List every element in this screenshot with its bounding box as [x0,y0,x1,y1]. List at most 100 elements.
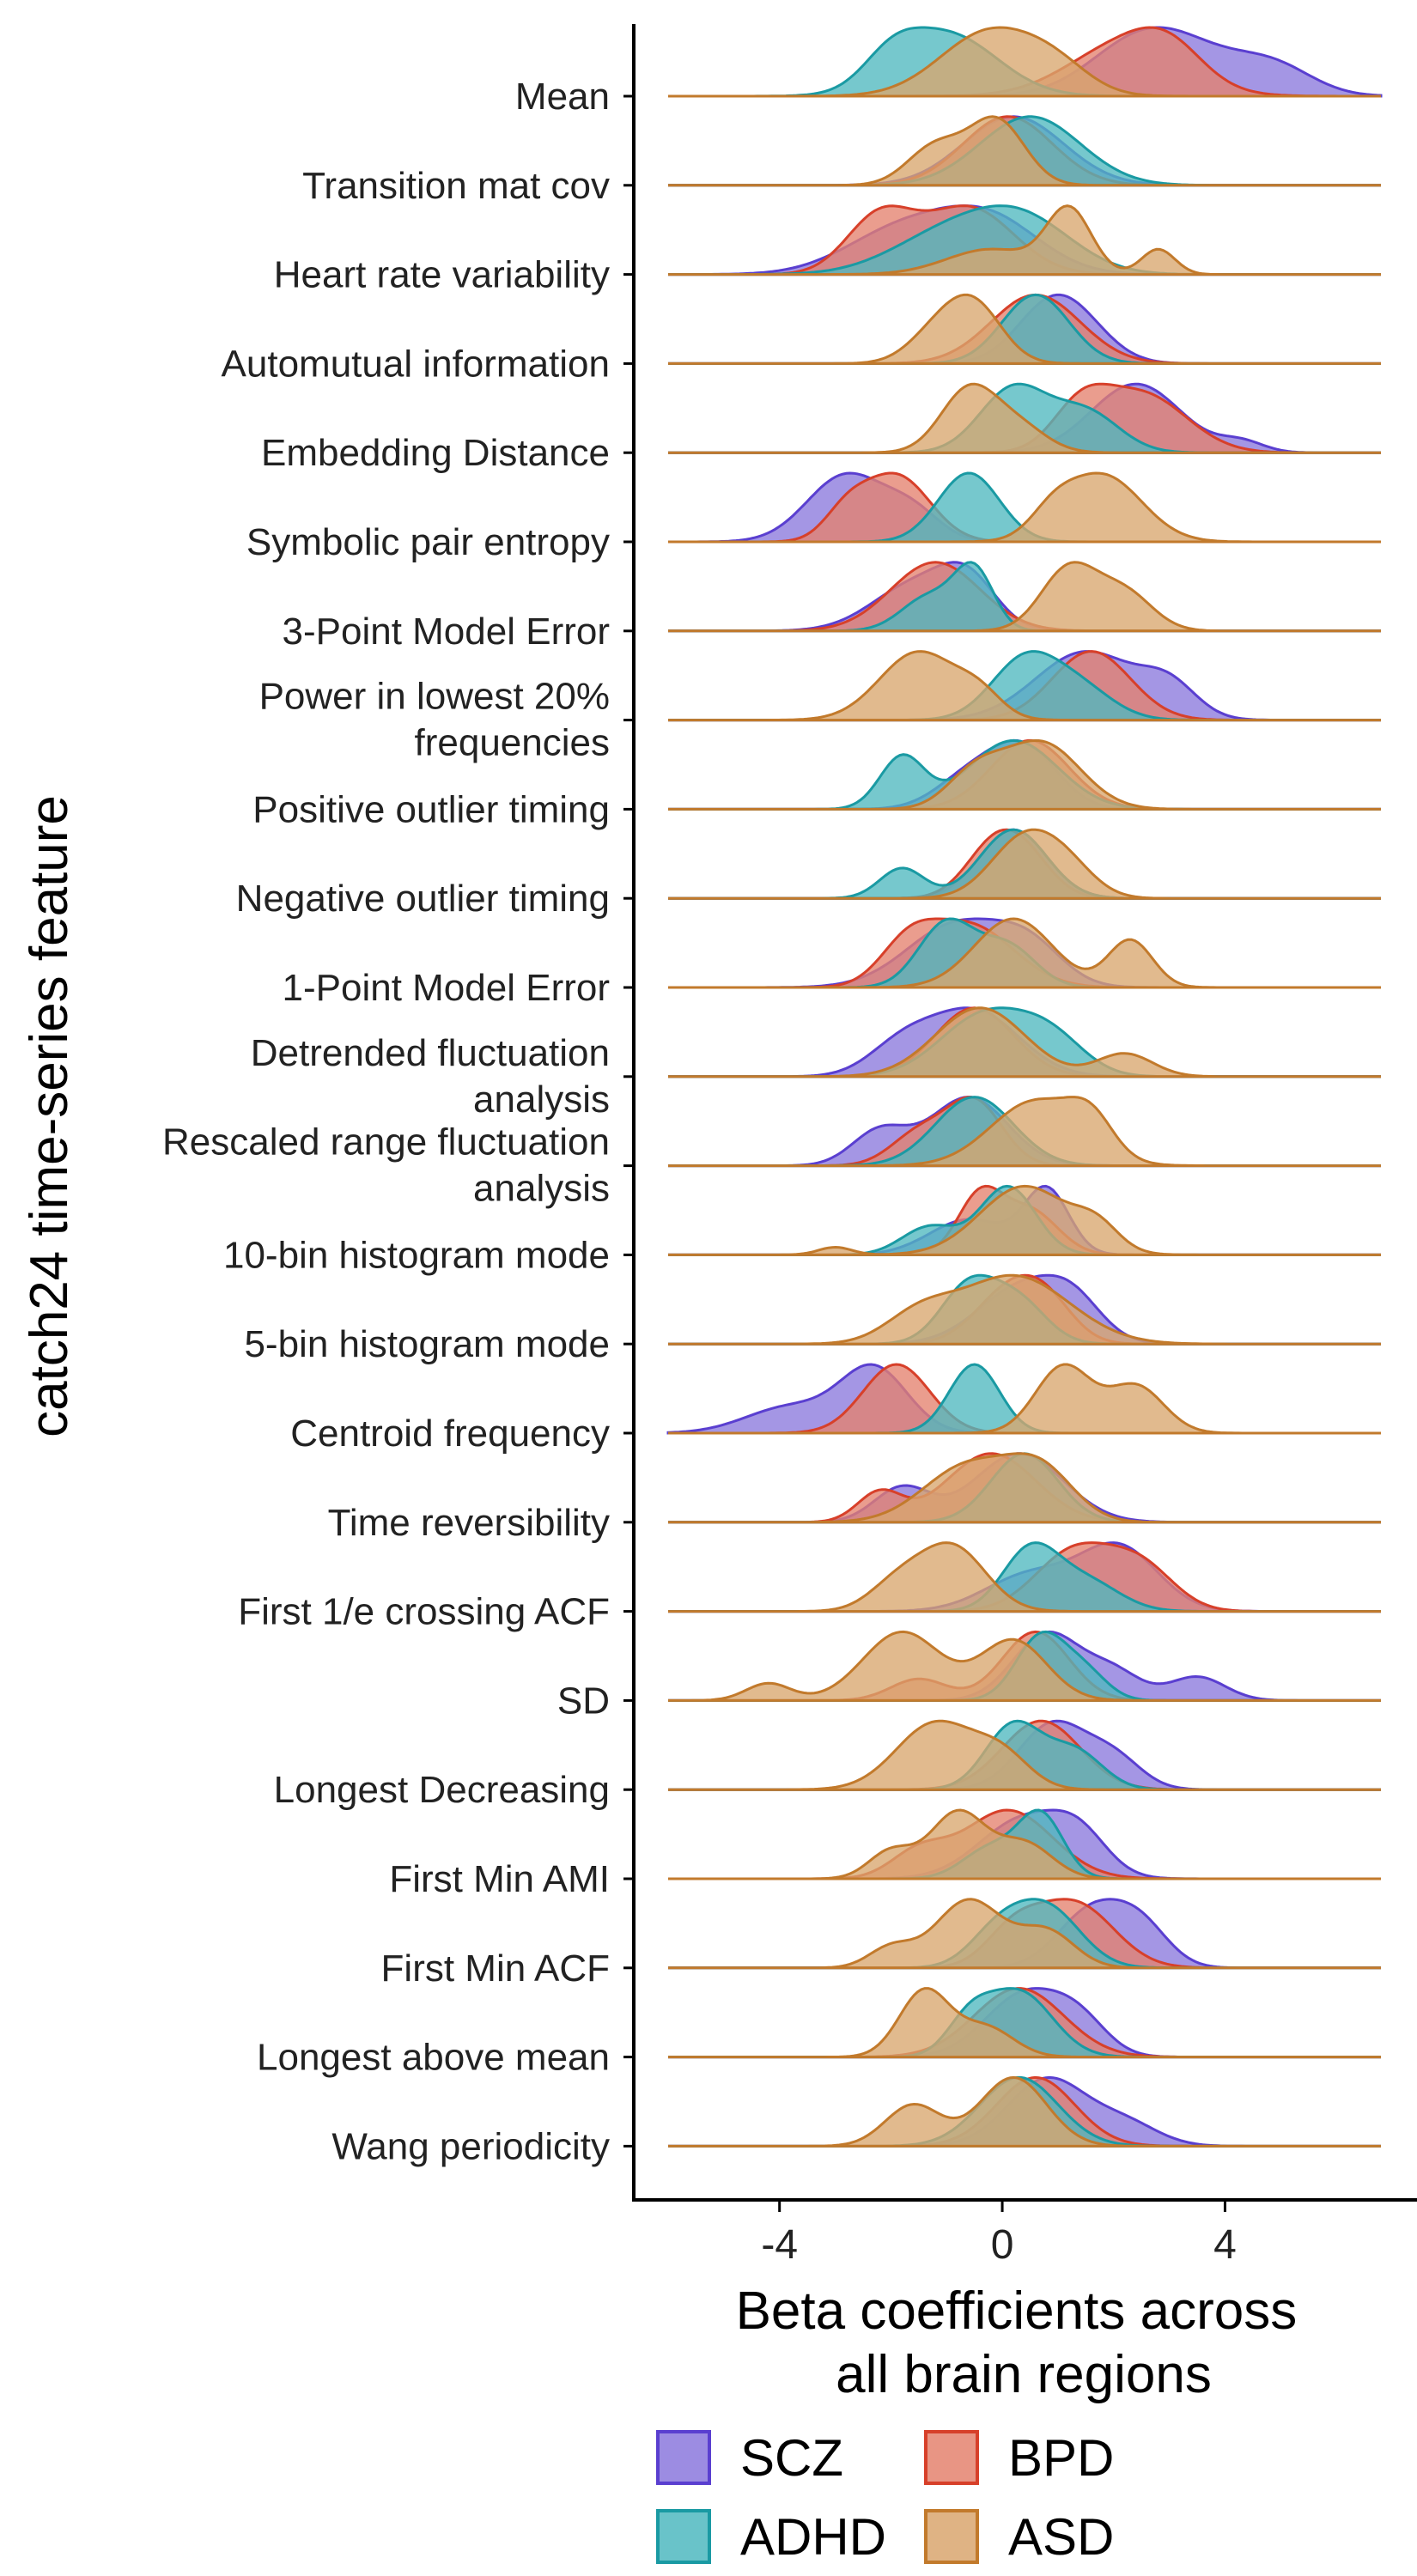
ridge-row [668,26,1383,98]
y-tick-label-line: Centroid frequency [290,1413,610,1455]
density-asd [668,1719,1381,1791]
ridge-row [668,204,1381,276]
y-tick-label-line: Symbolic pair entropy [246,521,610,563]
ridge-row [668,1096,1381,1168]
y-tick-label: Time reversibility [328,1502,610,1544]
density-asd [668,1006,1381,1078]
y-tick-label-line: Longest above mean [257,2037,610,2079]
y-tick-label-line: Heart rate variability [274,254,610,296]
ridge-row [668,1987,1381,2059]
ridge-row [668,1630,1381,1702]
density-asd [668,1541,1381,1613]
density-asd [668,293,1381,365]
density-asd [668,471,1381,544]
density-asd [668,1363,1381,1435]
ridge-row [668,1006,1381,1078]
y-tick-label-line: First Min ACF [381,1947,610,1990]
ridge-row [668,1898,1381,1970]
density-asd [668,1987,1381,2059]
y-tick-label-line: Longest Decreasing [274,1769,610,1811]
y-tick-label: Mean [515,76,610,118]
y-tick-label-line: First Min AMI [389,1858,610,1900]
density-asd [668,738,1381,811]
y-tick-label: 1-Point Model Error [283,967,610,1009]
ridge-row [668,471,1381,544]
density-asd [668,1630,1381,1702]
ridge-row [668,561,1381,633]
y-tick-label: Embedding Distance [261,432,610,474]
y-tick-label: Longest above mean [257,2037,610,2079]
ridge-row [668,1273,1381,1346]
density-asd [668,1808,1381,1880]
legend-item-scz: SCZ [656,2429,843,2487]
y-tick-label-line: analysis [473,1168,610,1210]
x-tick-label: -4 [761,2222,798,2268]
y-tick-label-line: 10-bin histogram mode [223,1234,610,1276]
ridge-row [668,2075,1381,2148]
legend-swatch [924,2430,979,2485]
y-tick-label: Symbolic pair entropy [246,521,610,563]
y-tick-label-line: Time reversibility [328,1502,610,1544]
y-tick-label: First Min ACF [381,1947,610,1990]
legend: SCZ BPD ADHD ASD [656,2429,1114,2566]
y-tick-label-line: Transition mat cov [302,165,610,207]
y-tick-label: Rescaled range fluctuation analysis [162,1121,610,1210]
density-asd [668,1273,1381,1346]
density-asd [668,1898,1381,1970]
legend-label: ADHD [740,2508,886,2566]
y-tick-label: SD [557,1680,610,1722]
ridge-row [668,738,1381,811]
y-tick-label: First Min AMI [389,1858,610,1900]
density-asd [668,1452,1381,1524]
y-tick-label-line: Automutual information [222,343,610,385]
ridge-row [668,917,1381,989]
density-asd [668,561,1381,633]
legend-swatch [656,2430,711,2485]
y-axis-title: catch24 time-series feature [20,795,79,1437]
density-asd [668,26,1381,98]
y-tick-label: 3-Point Model Error [283,611,610,653]
legend-item-asd: ASD [924,2508,1114,2566]
density-asd [668,2075,1381,2148]
density-asd [668,917,1381,989]
legend-swatch [924,2509,979,2564]
ridge-row [668,1719,1381,1791]
y-tick-label-line: Mean [515,76,610,118]
y-tick-label-line: frequencies [415,722,610,764]
y-tick-label: Transition mat cov [302,165,610,207]
x-tick-label: 4 [1213,2222,1237,2268]
y-tick-label-line: First 1/e crossing ACF [238,1591,610,1633]
x-axis-title-line-2: all brain regions [836,2345,1212,2404]
y-tick-label-line: Power in lowest 20% [259,676,610,718]
x-axis: -4 0 4 [761,2200,1237,2268]
y-tick-label-line: analysis [473,1078,610,1121]
y-tick-label-line: Negative outlier timing [236,878,610,920]
ridge-row [668,828,1381,900]
x-axis-title-line-1: Beta coefficients across [736,2281,1298,2341]
y-tick-label: Detrended fluctuation analysis [251,1032,610,1121]
legend-item-bpd: BPD [924,2429,1114,2487]
ridge-row [668,1452,1381,1524]
y-tick-label: Automutual information [222,343,610,385]
density-asd [668,382,1381,454]
y-tick-label-line: 5-bin histogram mode [244,1323,610,1365]
legend-label: SCZ [740,2429,843,2487]
density-asd [668,650,1381,722]
y-tick-label: Positive outlier timing [252,788,610,830]
density-asd [668,828,1381,900]
y-tick-label: Centroid frequency [290,1413,610,1455]
y-tick-label: Negative outlier timing [236,878,610,920]
density-adhd [668,1541,1381,1613]
x-axis-title: Beta coefficients across all brain regio… [736,2281,1312,2404]
y-tick-label: 5-bin histogram mode [244,1323,610,1365]
y-tick-labels: Mean Transition mat cov Heart rate variabi… [162,76,610,2167]
legend-item-adhd: ADHD [656,2508,886,2566]
density-asd [668,204,1381,276]
density-asd [668,1184,1381,1256]
y-tick-label: Wang periodicity [331,2125,610,2167]
y-tick-label: Heart rate variability [274,254,610,296]
y-tick-label: First 1/e crossing ACF [238,1591,610,1633]
ridge-row [668,382,1381,454]
y-tick-label: 10-bin histogram mode [223,1234,610,1276]
